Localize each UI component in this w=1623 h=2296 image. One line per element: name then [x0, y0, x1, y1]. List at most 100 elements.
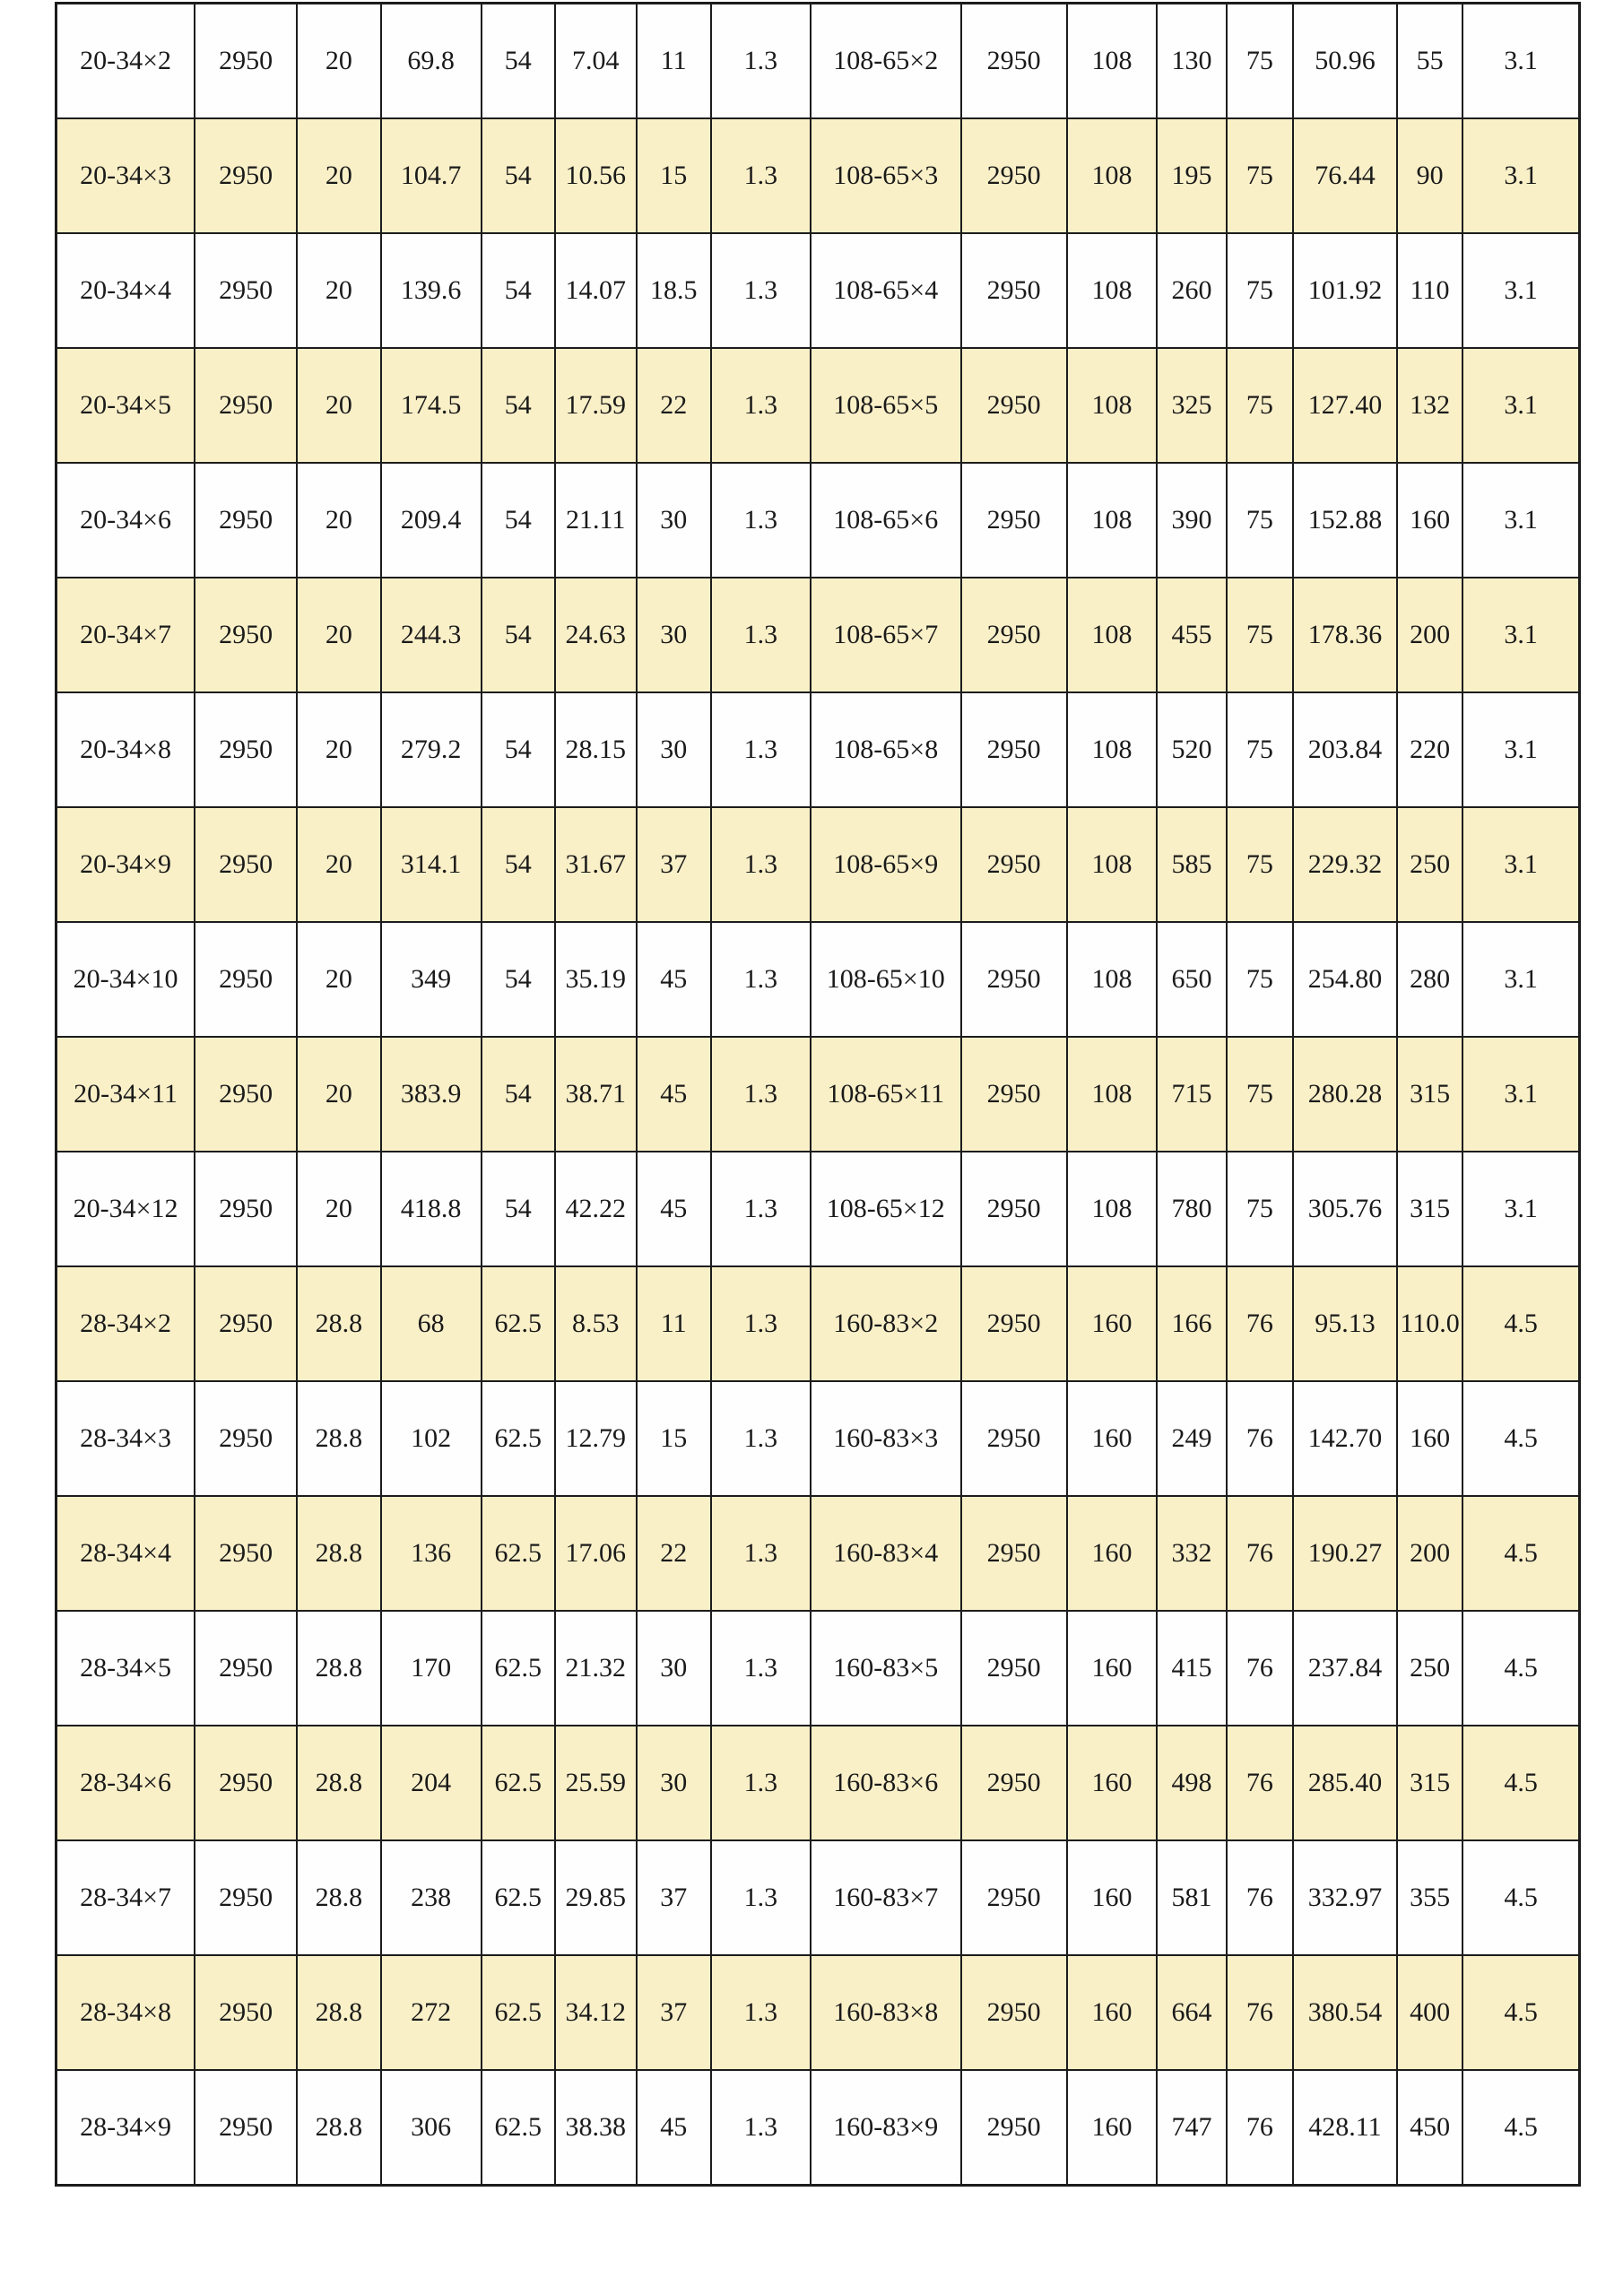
table-cell: 62.5 [480, 1265, 556, 1382]
table-cell: 332 [1156, 1495, 1228, 1612]
table-cell: 160 [1065, 1725, 1159, 1841]
table-row: 20-34×11 2950 20 383.9 54 38.71 45 1.3 108-65×11… [55, 1036, 1581, 1152]
table-cell: 190.27 [1291, 1495, 1398, 1612]
table-cell: 160 [1065, 1380, 1159, 1497]
table-cell: 2950 [959, 2, 1068, 119]
pump-spec-table: 20-34×2 2950 20 69.8 54 7.04 11 1.3 108-65×2 2950… [55, 2, 1581, 2187]
table-cell: 108 [1065, 462, 1159, 578]
table-row: 20-34×2 2950 20 69.8 54 7.04 11 1.3 108-65×2 2950… [55, 2, 1581, 119]
table-cell: 3.1 [1462, 1151, 1581, 1267]
table-cell: 75 [1225, 1036, 1294, 1152]
table-cell: 2950 [959, 691, 1068, 808]
table-cell: 127.40 [1291, 347, 1398, 464]
table-cell: 42.22 [553, 1151, 638, 1267]
table-cell: 1.3 [709, 1265, 812, 1382]
table-row: 28-34×7 2950 28.8 238 62.5 29.85 37 1.3 160-83×7… [55, 1839, 1581, 1956]
table-cell: 2950 [959, 1839, 1068, 1956]
table-cell: 383.9 [379, 1036, 482, 1152]
table-cell: 2950 [194, 1495, 299, 1612]
table-cell: 21.11 [553, 462, 638, 578]
table-row: 20-34×10 2950 20 349 54 35.19 45 1.3 108-65×10 29… [55, 921, 1581, 1038]
table-cell: 38.71 [553, 1036, 638, 1152]
table-cell: 20-34×5 [55, 347, 196, 464]
table-cell: 37 [635, 1839, 712, 1956]
table-cell: 90 [1395, 117, 1464, 234]
table-cell: 20-34×4 [55, 232, 196, 349]
table-cell: 3.1 [1462, 2, 1581, 119]
table-cell: 3.1 [1462, 577, 1581, 693]
table-cell: 28-34×5 [55, 1610, 196, 1726]
table-cell: 747 [1156, 2069, 1228, 2187]
table-cell: 102 [379, 1380, 482, 1497]
table-cell: 2950 [194, 1725, 299, 1841]
table-cell: 20 [296, 117, 382, 234]
table-cell: 76 [1225, 1954, 1294, 2071]
table-cell: 108-65×5 [809, 347, 962, 464]
table-cell: 1.3 [709, 806, 812, 923]
table-cell: 250 [1395, 1610, 1464, 1726]
table-cell: 136 [379, 1495, 482, 1612]
table-cell: 108 [1065, 232, 1159, 349]
table-row: 20-34×7 2950 20 244.3 54 24.63 30 1.3 108-65×7 29… [55, 577, 1581, 693]
table-cell: 428.11 [1291, 2069, 1398, 2187]
table-cell: 132 [1395, 347, 1464, 464]
table-cell: 160 [1395, 1380, 1464, 1497]
table-cell: 110 [1395, 232, 1464, 349]
table-cell: 104.7 [379, 117, 482, 234]
table-cell: 306 [379, 2069, 482, 2187]
table-cell: 581 [1156, 1839, 1228, 1956]
table-cell: 2950 [959, 1265, 1068, 1382]
table-cell: 54 [480, 577, 556, 693]
table-cell: 166 [1156, 1265, 1228, 1382]
table-cell: 237.84 [1291, 1610, 1398, 1726]
table-cell: 108 [1065, 806, 1159, 923]
table-cell: 170 [379, 1610, 482, 1726]
table-cell: 200 [1395, 1495, 1464, 1612]
table-cell: 450 [1395, 2069, 1464, 2187]
table-cell: 315 [1395, 1151, 1464, 1267]
table-cell: 1.3 [709, 2069, 812, 2187]
table-row: 28-34×3 2950 28.8 102 62.5 12.79 15 1.3 160-83×3… [55, 1380, 1581, 1497]
table-cell: 45 [635, 1151, 712, 1267]
table-cell: 28-34×7 [55, 1839, 196, 1956]
table-cell: 203.84 [1291, 691, 1398, 808]
table-cell: 2950 [194, 691, 299, 808]
table-row: 28-34×2 2950 28.8 68 62.5 8.53 11 1.3 160-83×2 29… [55, 1265, 1581, 1382]
table-cell: 28.8 [296, 1495, 382, 1612]
table-cell: 2950 [194, 2069, 299, 2187]
table-cell: 250 [1395, 806, 1464, 923]
table-cell: 2950 [194, 1151, 299, 1267]
table-cell: 390 [1156, 462, 1228, 578]
table-cell: 380.54 [1291, 1954, 1398, 2071]
table-cell: 75 [1225, 921, 1294, 1038]
table-cell: 62.5 [480, 2069, 556, 2187]
table-cell: 20 [296, 347, 382, 464]
table-cell: 20 [296, 1036, 382, 1152]
table-row: 28-34×6 2950 28.8 204 62.5 25.59 30 1.3 160-83×6… [55, 1725, 1581, 1841]
table-cell: 130 [1156, 2, 1228, 119]
table-cell: 76 [1225, 1725, 1294, 1841]
table-cell: 142.70 [1291, 1380, 1398, 1497]
table-cell: 4.5 [1462, 1610, 1581, 1726]
table-cell: 455 [1156, 577, 1228, 693]
table-cell: 1.3 [709, 577, 812, 693]
table-cell: 108 [1065, 691, 1159, 808]
table-cell: 2950 [194, 806, 299, 923]
table-cell: 2950 [959, 1380, 1068, 1497]
table-cell: 20 [296, 2, 382, 119]
table-cell: 108-65×11 [809, 1036, 962, 1152]
table-row: 20-34×5 2950 20 174.5 54 17.59 22 1.3 108-65×5 29… [55, 347, 1581, 464]
table-cell: 249 [1156, 1380, 1228, 1497]
table-cell: 20-34×3 [55, 117, 196, 234]
table-cell: 520 [1156, 691, 1228, 808]
table-cell: 108-65×12 [809, 1151, 962, 1267]
table-cell: 585 [1156, 806, 1228, 923]
table-row: 20-34×8 2950 20 279.2 54 28.15 30 1.3 108-65×8 29… [55, 691, 1581, 808]
table-cell: 4.5 [1462, 2069, 1581, 2187]
table-cell: 20-34×8 [55, 691, 196, 808]
table-cell: 30 [635, 462, 712, 578]
table-cell: 780 [1156, 1151, 1228, 1267]
table-cell: 315 [1395, 1036, 1464, 1152]
table-cell: 160-83×2 [809, 1265, 962, 1382]
table-cell: 314.1 [379, 806, 482, 923]
